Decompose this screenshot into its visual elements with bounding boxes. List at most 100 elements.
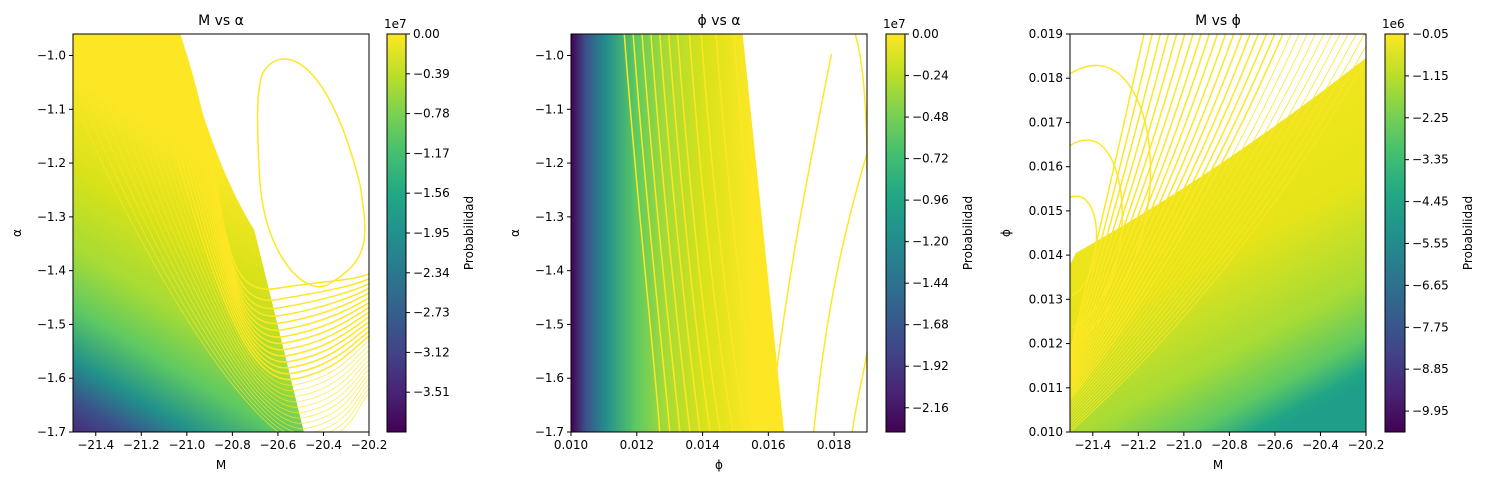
colorbar-tick-label: −1.15 bbox=[1412, 69, 1449, 83]
colorbar bbox=[386, 33, 407, 433]
colorbar-tick-label: −0.39 bbox=[413, 67, 450, 81]
y-axis-label: α bbox=[508, 229, 522, 237]
x-tick-label: −21.0 bbox=[1165, 438, 1202, 452]
x-tick-label: 0.016 bbox=[751, 438, 785, 452]
colorbar-tick-label: −1.92 bbox=[912, 359, 949, 373]
colorbar-label: Probabilidad bbox=[1461, 196, 1475, 270]
x-tick-label: 0.018 bbox=[817, 438, 851, 452]
x-tick-label: −21.4 bbox=[77, 438, 114, 452]
chart-title: ϕ vs α bbox=[698, 13, 741, 29]
y-tick-label: −1.4 bbox=[535, 264, 564, 278]
colorbar-tick-label: −5.55 bbox=[1412, 236, 1449, 250]
colorbar-tick-label: −4.45 bbox=[1412, 195, 1449, 209]
colorbar-tick-label: 0.00 bbox=[413, 27, 440, 41]
y-tick-label: 0.010 bbox=[1029, 425, 1063, 439]
colorbar-tick-label: −3.51 bbox=[413, 385, 450, 399]
colorbar-multiplier: 1e7 bbox=[384, 17, 407, 31]
y-tick-label: −1.3 bbox=[37, 210, 66, 224]
y-axis-label: α bbox=[10, 229, 24, 237]
colorbar-tick-label: −0.96 bbox=[912, 193, 949, 207]
y-tick-label: 0.017 bbox=[1029, 115, 1063, 129]
colorbar-tick-label: −7.75 bbox=[1412, 320, 1449, 334]
colorbar-tick-label: −3.35 bbox=[1412, 153, 1449, 167]
y-tick-label: −1.3 bbox=[535, 210, 564, 224]
y-tick-label: 0.014 bbox=[1029, 248, 1063, 262]
chart-title: M vs ϕ bbox=[1195, 13, 1241, 29]
y-axis-label: ϕ bbox=[999, 229, 1013, 237]
x-axis-label: M bbox=[216, 458, 226, 472]
colorbar-label: Probabilidad bbox=[462, 196, 476, 270]
y-tick-label: 0.019 bbox=[1029, 27, 1063, 41]
x-axis-label: ϕ bbox=[715, 458, 723, 472]
y-tick-label: −1.0 bbox=[535, 49, 564, 63]
y-tick-label: −1.0 bbox=[37, 49, 66, 63]
plot-frame bbox=[72, 33, 370, 433]
x-tick-label: −20.8 bbox=[1211, 438, 1248, 452]
colorbar-tick-label: −2.34 bbox=[413, 266, 450, 280]
colorbar-tick-label: −8.85 bbox=[1412, 362, 1449, 376]
y-tick-label: −1.7 bbox=[37, 425, 66, 439]
y-tick-label: −1.1 bbox=[535, 102, 564, 116]
colorbar-tick-label: −0.24 bbox=[912, 69, 949, 83]
colorbar-tick-label: −1.20 bbox=[912, 235, 949, 249]
colorbar-tick-label: −0.05 bbox=[1412, 27, 1449, 41]
y-tick-label: −1.4 bbox=[37, 264, 66, 278]
colorbar-label: Probabilidad bbox=[961, 196, 975, 270]
contour-lines bbox=[73, 34, 369, 432]
x-tick-label: −20.2 bbox=[1348, 438, 1385, 452]
y-tick-label: 0.012 bbox=[1029, 337, 1063, 351]
colorbar-multiplier: 1e7 bbox=[883, 17, 906, 31]
y-tick-label: −1.1 bbox=[37, 102, 66, 116]
colorbar-tick-label: −2.25 bbox=[1412, 111, 1449, 125]
colorbar-tick-label: −1.56 bbox=[413, 186, 450, 200]
chart-panel-1: −21.4 −21.2 −21.0 −20.8 −20.6 −20.4 −20.2 −1.7 −… bbox=[10, 13, 476, 472]
y-tick-label: −1.2 bbox=[37, 156, 66, 170]
colorbar-tick-label: −1.44 bbox=[912, 276, 949, 290]
colorbar-tick-label: −6.65 bbox=[1412, 278, 1449, 292]
y-tick-label: −1.7 bbox=[535, 425, 564, 439]
colorbar-tick-label: −2.73 bbox=[413, 306, 450, 320]
x-tick-label: −20.4 bbox=[1302, 438, 1339, 452]
colorbar-tick-label: 0.00 bbox=[912, 27, 939, 41]
x-tick-label: −20.2 bbox=[351, 438, 388, 452]
x-tick-label: −20.8 bbox=[214, 438, 251, 452]
x-tick-label: −20.4 bbox=[305, 438, 342, 452]
plot-frame bbox=[1069, 33, 1367, 433]
colorbar-tick-label: −2.16 bbox=[912, 401, 949, 415]
colorbar bbox=[885, 33, 906, 433]
y-tick-label: 0.016 bbox=[1029, 160, 1063, 174]
contour-lines bbox=[623, 34, 867, 432]
colorbar-tick-label: −1.95 bbox=[413, 226, 450, 240]
x-tick-label: −20.6 bbox=[1257, 438, 1294, 452]
x-tick-label: −20.6 bbox=[260, 438, 297, 452]
colorbar-tick-label: −0.48 bbox=[912, 110, 949, 124]
x-tick-label: −21.2 bbox=[123, 438, 160, 452]
y-tick-label: 0.011 bbox=[1029, 381, 1063, 395]
y-tick-label: −1.2 bbox=[535, 156, 564, 170]
colorbar-tick-label: −1.68 bbox=[912, 318, 949, 332]
y-tick-label: 0.018 bbox=[1029, 71, 1063, 85]
y-tick-label: 0.013 bbox=[1029, 292, 1063, 306]
colorbar-tick-label: −0.78 bbox=[413, 107, 450, 121]
colorbar-multiplier: 1e6 bbox=[1382, 17, 1405, 31]
y-tick-label: −1.6 bbox=[535, 371, 564, 385]
y-tick-label: 0.015 bbox=[1029, 204, 1063, 218]
y-tick-label: −1.5 bbox=[535, 317, 564, 331]
colorbar-tick-label: −9.95 bbox=[1412, 404, 1449, 418]
x-tick-label: −21.4 bbox=[1074, 438, 1111, 452]
x-axis-label: M bbox=[1213, 458, 1223, 472]
contour-lines bbox=[1070, 34, 1366, 432]
y-tick-label: −1.5 bbox=[37, 317, 66, 331]
colorbar-tick-label: −1.17 bbox=[413, 146, 450, 160]
colorbar bbox=[1384, 33, 1406, 433]
chart-panel-3: −21.4 −21.2 −21.0 −20.8 −20.6 −20.4 −20.2 0.010… bbox=[999, 13, 1475, 472]
chart-title: M vs α bbox=[198, 13, 244, 29]
colorbar-tick-label: −0.72 bbox=[912, 152, 949, 166]
colorbar-tick-label: −3.12 bbox=[413, 345, 450, 359]
x-tick-label: 0.014 bbox=[685, 438, 719, 452]
y-tick-label: −1.6 bbox=[37, 371, 66, 385]
x-tick-label: 0.012 bbox=[620, 438, 654, 452]
x-tick-label: 0.010 bbox=[554, 438, 588, 452]
chart-panel-2: 0.010 0.012 0.014 0.016 0.018 −1.7 −1.6 −1.5 −1.… bbox=[508, 13, 975, 472]
